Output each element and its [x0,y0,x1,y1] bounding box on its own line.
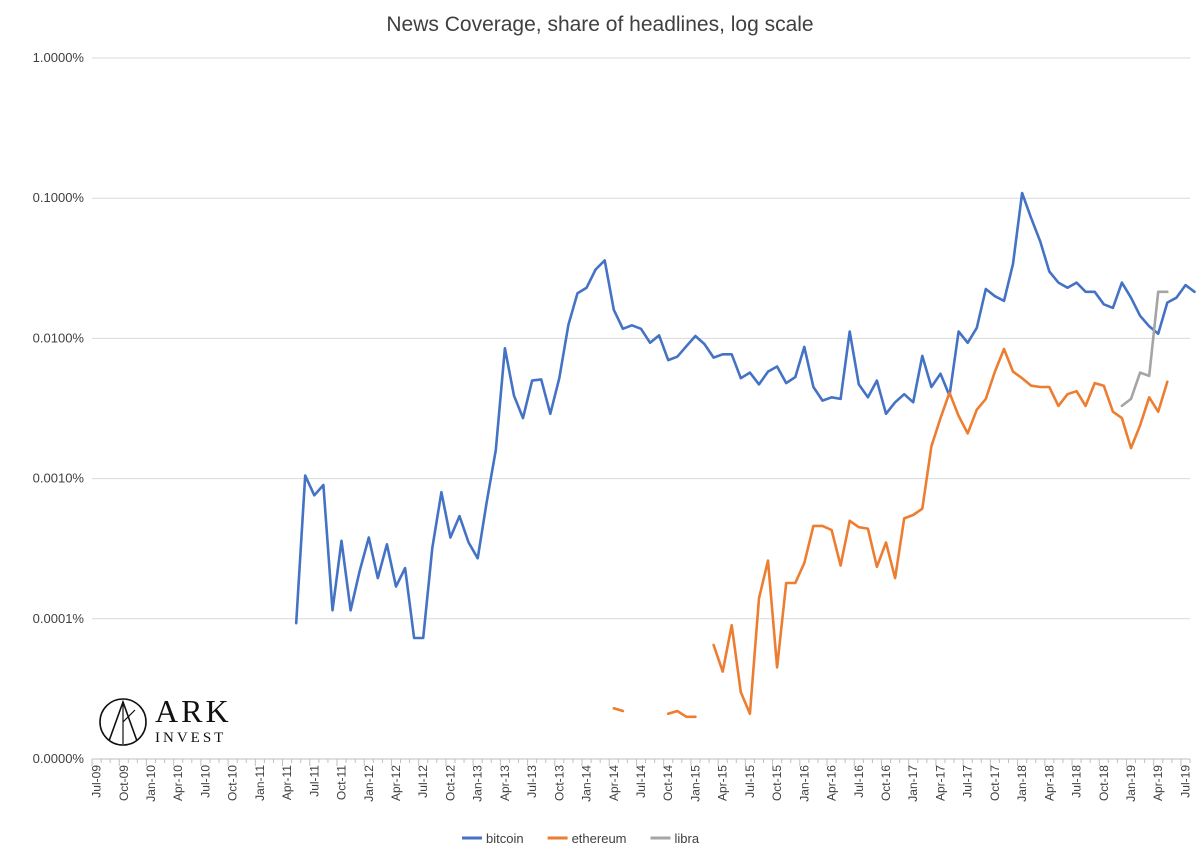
x-tick-label: Jul-10 [198,765,212,798]
x-tick-label: Jul-18 [1070,765,1084,798]
ethereum-line-segment [612,706,625,713]
x-tick-label: Apr-17 [933,765,947,801]
ethereum-line-segment [666,709,697,719]
x-tick-label: Jul-17 [961,765,975,798]
y-axis-ticks: 1.0000% 0.1000% 0.0100% 0.0010% 0.0001% 0.000… [33,50,85,766]
x-tick-label: Jul-11 [307,765,321,797]
bitcoin-line-segment [294,191,1196,640]
logo-text-invest: INVEST [155,730,226,746]
libra-line-segment [1120,290,1169,408]
x-tick-label: Oct-14 [661,765,675,801]
x-tick-label: Apr-19 [1151,765,1165,801]
series-layer [294,191,1196,719]
x-tick-label: Jul-12 [416,765,430,798]
x-tick-label: Jul-09 [90,765,104,798]
x-tick-label: Jan-14 [580,765,594,802]
x-tick-label: Jul-13 [525,765,539,798]
legend-label-ethereum: ethereum [572,831,627,846]
y-tick-label: 0.0001% [33,611,85,626]
x-tick-label: Jan-16 [797,765,811,802]
x-tick-label: Jan-10 [144,765,158,802]
series-bitcoin [294,191,1196,640]
ethereum-line-segment [712,347,1169,716]
ark-logo-mark-icon [99,698,147,746]
x-tick-label: Oct-18 [1097,765,1111,801]
x-tick-label: Jul-14 [634,765,648,798]
y-tick-label: 0.0100% [33,330,85,345]
x-tick-label: Jul-19 [1178,765,1192,798]
grid [92,57,1190,760]
x-tick-label: Apr-11 [280,765,294,800]
x-tick-label: Jul-16 [852,765,866,798]
x-tick-label: Apr-16 [825,765,839,801]
y-tick-label: 0.0010% [33,471,85,486]
legend-label-bitcoin: bitcoin [486,831,524,846]
x-tick-label: Jan-15 [688,765,702,802]
logo-text-ark: ARK [155,693,232,729]
x-tick-label: Jan-13 [471,765,485,802]
x-tick-label: Jan-18 [1015,765,1029,802]
x-tick-label: Jul-15 [743,765,757,798]
x-tick-label: Apr-10 [171,765,185,801]
series-ethereum [612,347,1169,719]
x-tick-label: Oct-16 [879,765,893,801]
x-tick-label: Apr-15 [716,765,730,801]
y-tick-label: 0.1000% [33,190,85,205]
legend-label-libra: libra [675,831,700,846]
chart-title: News Coverage, share of headlines, log s… [386,13,813,36]
legend: bitcoin ethereum libra [462,831,700,846]
x-tick-label: Oct-17 [988,765,1002,801]
y-tick-label: 1.0000% [33,50,85,65]
x-tick-label: Apr-14 [607,765,621,801]
x-tick-label: Apr-13 [498,765,512,801]
series-libra [1120,290,1169,408]
x-tick-label: Oct-13 [552,765,566,801]
x-axis-ticks: Jul-09 Oct-09 Jan-10 Apr-10 Jul-10 Oct-10 Jan-… [90,759,1192,802]
x-tick-label: Oct-09 [117,765,131,801]
x-tick-label: Apr-12 [389,765,403,801]
y-tick-label: 0.0000% [33,751,85,766]
x-tick-label: Jan-11 [253,765,267,801]
x-tick-label: Oct-11 [335,765,349,800]
x-tick-label: Apr-18 [1042,765,1056,801]
x-tick-label: Oct-12 [443,765,457,801]
x-tick-label: Jan-19 [1124,765,1138,802]
x-tick-label: Oct-15 [770,765,784,801]
x-tick-label: Jan-17 [906,765,920,802]
ark-invest-logo: ARK INVEST [99,693,232,746]
x-tick-label: Jan-12 [362,765,376,802]
x-tick-label: Oct-10 [226,765,240,801]
